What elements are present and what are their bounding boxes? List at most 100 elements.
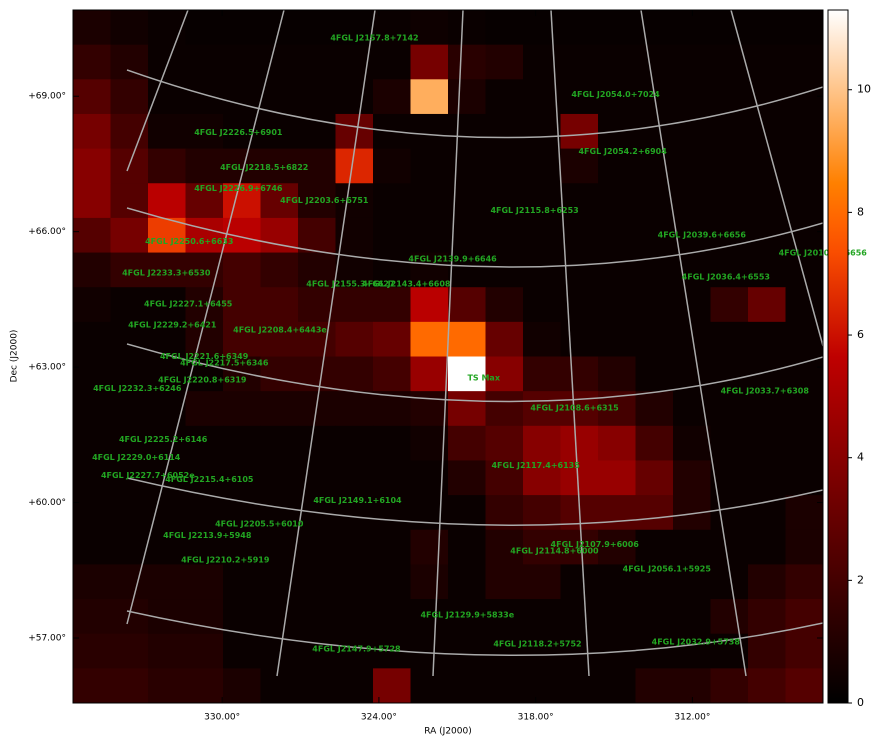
heat-cell xyxy=(560,391,599,427)
heat-cell xyxy=(598,599,636,635)
heat-cell xyxy=(785,460,824,496)
heat-cell xyxy=(523,10,561,46)
heat-cell xyxy=(298,599,336,635)
grid-curve xyxy=(126,343,823,403)
grid-line xyxy=(126,10,285,625)
heat-cell xyxy=(335,391,374,427)
heat-cell xyxy=(185,495,224,531)
heat-cell xyxy=(635,668,674,704)
heat-cell xyxy=(748,79,786,115)
heat-cell xyxy=(485,356,524,392)
heat-cell xyxy=(785,10,824,46)
heat-cell xyxy=(485,252,524,288)
source-label: 4FGL J2036.4+6553 xyxy=(682,272,770,281)
source-label: 4FGL J2149.1+6104 xyxy=(313,496,402,505)
heat-cell xyxy=(635,44,674,80)
heat-cell xyxy=(73,252,111,288)
heat-cell xyxy=(260,668,299,704)
heat-cell xyxy=(298,668,336,704)
y-tick-label: +63.00° xyxy=(28,363,66,373)
heat-cell xyxy=(448,391,486,427)
source-label: 4FGL J2233.3+6530 xyxy=(122,268,211,277)
heat-cell xyxy=(748,321,786,357)
heat-cell xyxy=(148,495,186,531)
source-label: 4FGL J2155.3+6627 xyxy=(306,280,394,289)
heat-cell xyxy=(673,425,711,461)
heat-cell xyxy=(710,529,749,565)
heat-cell xyxy=(298,183,336,219)
grid-line xyxy=(432,10,464,677)
heat-cell xyxy=(560,460,599,496)
heat-cell xyxy=(710,148,749,184)
heat-cell xyxy=(748,425,786,461)
heat-cell xyxy=(485,113,524,150)
heat-cell xyxy=(710,321,749,357)
axes: 330.00° 324.00° 318.00° 312.00° +57.00° +60.0… xyxy=(28,10,871,723)
heat-cell xyxy=(523,391,561,427)
grid-line xyxy=(126,10,189,172)
heat-cell xyxy=(710,79,749,115)
heat-cell xyxy=(410,10,449,46)
heat-cell xyxy=(523,148,561,184)
heat-cell xyxy=(335,668,374,704)
plot-frame xyxy=(72,9,824,704)
heat-cell xyxy=(710,252,749,288)
source-label: 4FGL J2115.8+6253 xyxy=(490,206,578,215)
heat-cell xyxy=(673,564,711,600)
heat-cell xyxy=(185,183,224,219)
grid-curve xyxy=(126,477,823,526)
heat-cell xyxy=(598,252,636,288)
heat-cell xyxy=(335,113,374,150)
colorbar-tick-label: 2 xyxy=(857,573,864,586)
source-label: 4FGL J2217.5+6346 xyxy=(180,359,269,368)
heat-cell xyxy=(748,599,786,635)
heat-cell xyxy=(560,599,599,635)
heat-cell xyxy=(223,321,261,357)
heat-cell xyxy=(748,391,786,427)
heat-cell xyxy=(373,599,411,635)
source-label: 4FGL J2210.2+5919 xyxy=(181,555,270,564)
heat-cell xyxy=(148,287,186,323)
source-label: 4FGL J2232.3+6246 xyxy=(93,384,182,393)
heat-cell xyxy=(448,287,486,323)
source-label: 4FGL J2227.7+6052e xyxy=(101,471,195,480)
heat-cell xyxy=(260,495,299,531)
heat-cell xyxy=(410,287,449,323)
heat-cell xyxy=(598,148,636,184)
heat-cell xyxy=(748,460,786,496)
grid-curve xyxy=(126,69,823,139)
heat-cell xyxy=(785,599,824,635)
colorbar xyxy=(827,9,849,704)
heat-cell xyxy=(560,356,599,392)
heat-cell xyxy=(223,113,261,150)
heat-cell xyxy=(373,217,411,254)
heat-cell xyxy=(673,391,711,427)
heat-cell xyxy=(73,113,111,150)
heat-cell xyxy=(298,148,336,184)
heat-cell xyxy=(448,460,486,496)
heat-cell xyxy=(223,44,261,80)
heat-cell xyxy=(485,425,524,461)
heat-cell xyxy=(298,44,336,80)
source-label: TS Max xyxy=(467,373,500,382)
heat-cell xyxy=(223,460,261,496)
heat-cell xyxy=(635,321,674,357)
heat-cell xyxy=(673,183,711,219)
heat-cell xyxy=(73,321,111,357)
heat-cell xyxy=(673,460,711,496)
source-label: 4FGL J2129.9+5833e xyxy=(420,610,514,619)
colorbar-tick-label: 4 xyxy=(857,451,864,464)
heat-cell xyxy=(373,252,411,288)
heat-cell xyxy=(73,287,111,323)
heat-cell xyxy=(785,668,824,704)
heat-cell xyxy=(185,668,224,704)
heat-cell xyxy=(298,217,336,254)
heat-cell xyxy=(335,183,374,219)
heat-cell xyxy=(148,183,186,219)
heat-cell xyxy=(673,633,711,669)
heat-cell xyxy=(523,183,561,219)
heat-cell xyxy=(148,79,186,115)
heat-cell xyxy=(260,529,299,565)
source-label: 4FGL J2107.9+6006 xyxy=(551,540,640,549)
heat-cell xyxy=(523,113,561,150)
